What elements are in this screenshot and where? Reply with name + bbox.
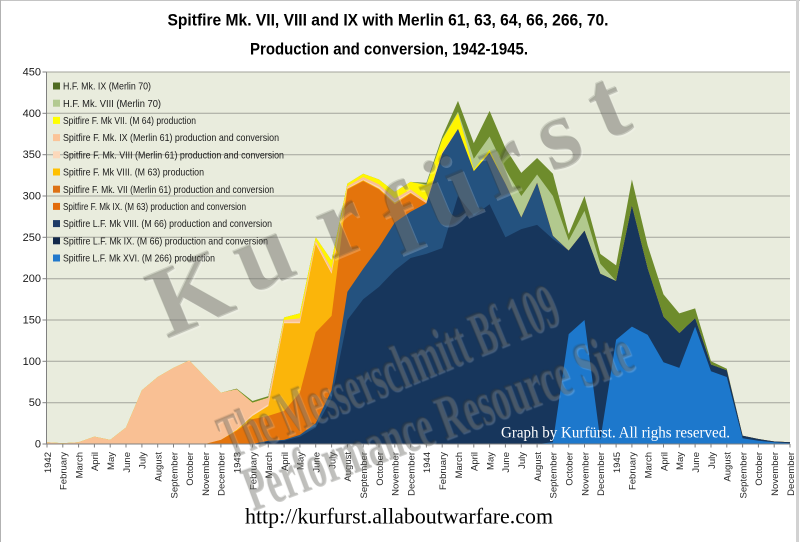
svg-text:0: 0 [35,439,41,451]
svg-text:June: June [691,452,702,473]
svg-text:November: November [770,452,781,496]
svg-text:November: November [201,452,212,496]
svg-text:March: March [644,452,655,478]
svg-text:200: 200 [23,273,41,285]
svg-text:November: November [391,452,402,496]
svg-text:July: July [517,452,528,469]
svg-text:June: June [501,452,512,473]
svg-text:1944: 1944 [422,452,433,473]
svg-text:Spitfire F. Mk VIII. (M 63) p: Spitfire F. Mk VIII. (M 63) production [63,167,204,179]
svg-text:50: 50 [29,397,41,409]
svg-text:April: April [280,452,291,471]
svg-text:May: May [296,452,307,470]
svg-text:July: July [707,452,718,469]
svg-text:December: December [406,452,417,496]
svg-text:450: 450 [23,67,41,79]
svg-text:September: September [738,452,749,498]
svg-text:June: June [312,452,323,473]
svg-text:Spitfire L.F. Mk XVI. (M 266): Spitfire L.F. Mk XVI. (M 266) production [63,253,215,265]
svg-text:September: September [359,452,370,498]
svg-text:Spitfire Mk. VII, VIII and IX: Spitfire Mk. VII, VIII and IX with Merli… [168,11,609,30]
svg-text:April: April [470,452,481,471]
svg-text:H.F. Mk. IX (Merlin 70): H.F. Mk. IX (Merlin 70) [63,81,151,93]
svg-text:March: March [264,452,275,478]
svg-text:250: 250 [23,232,41,244]
svg-text:February: February [248,452,259,490]
svg-text:Spitfire F. Mk IX. (M 63) pro: Spitfire F. Mk IX. (M 63) production and… [63,201,246,213]
svg-text:Production and conversion, 194: Production and conversion, 1942-1945. [250,40,528,59]
svg-text:July: July [138,452,149,469]
svg-text:1942: 1942 [43,452,54,473]
svg-text:300: 300 [23,191,41,203]
svg-text:February: February [59,452,70,490]
svg-text:Graph by Kurfürst. All righs r: Graph by Kurfürst. All righs reserved. [501,425,730,442]
svg-text:Spitfire L.F. Mk IX. (M 66) pr: Spitfire L.F. Mk IX. (M 66) production a… [63,235,268,247]
svg-text:350: 350 [23,149,41,161]
svg-text:April: April [659,452,670,471]
svg-text:February: February [628,452,639,490]
svg-text:Spitfire F. Mk VII. (M 64) pr: Spitfire F. Mk VII. (M 64) production [63,115,196,127]
svg-text:August: August [154,452,165,482]
svg-text:December: December [786,452,797,496]
svg-text:December: December [217,452,228,496]
svg-text:September: September [169,452,180,498]
svg-text:1943: 1943 [233,452,244,473]
svg-text:October: October [565,452,576,486]
svg-text:1945: 1945 [612,452,623,473]
svg-text:May: May [485,452,496,470]
svg-text:June: June [122,452,133,473]
svg-text:August: August [723,452,734,482]
svg-text:October: October [754,452,765,486]
svg-text:150: 150 [23,315,41,327]
svg-text:September: September [549,452,560,498]
svg-text:February: February [438,452,449,490]
svg-text:March: March [454,452,465,478]
svg-text:Spitfire L.F. Mk VIII. (M 66): Spitfire L.F. Mk VIII. (M 66) production… [63,218,272,230]
svg-text:Spitfire F. Mk. VII (Merlin 6: Spitfire F. Mk. VII (Merlin 61) producti… [63,184,274,196]
svg-text:July: July [327,452,338,469]
svg-text:April: April [90,452,101,471]
svg-text:May: May [106,452,117,470]
svg-text:October: October [375,452,386,486]
svg-text:400: 400 [23,108,41,120]
svg-text:Spitfire F. Mk. IX (Merlin 61): Spitfire F. Mk. IX (Merlin 61) productio… [63,132,279,144]
svg-text:December: December [596,452,607,496]
svg-text:http://kurfurst.allaboutwarfar: http://kurfurst.allaboutwarfare.com [245,504,553,529]
svg-text:Spitfire F. Mk. VIII (Merlin: Spitfire F. Mk. VIII (Merlin 61) product… [63,149,284,161]
svg-text:May: May [675,452,686,470]
svg-text:100: 100 [23,356,41,368]
svg-text:October: October [185,452,196,486]
svg-text:August: August [343,452,354,482]
svg-text:March: March [74,452,85,478]
svg-text:H.F. Mk. VIII (Merlin 70): H.F. Mk. VIII (Merlin 70) [63,98,161,110]
svg-text:August: August [533,452,544,482]
svg-text:November: November [580,452,591,496]
